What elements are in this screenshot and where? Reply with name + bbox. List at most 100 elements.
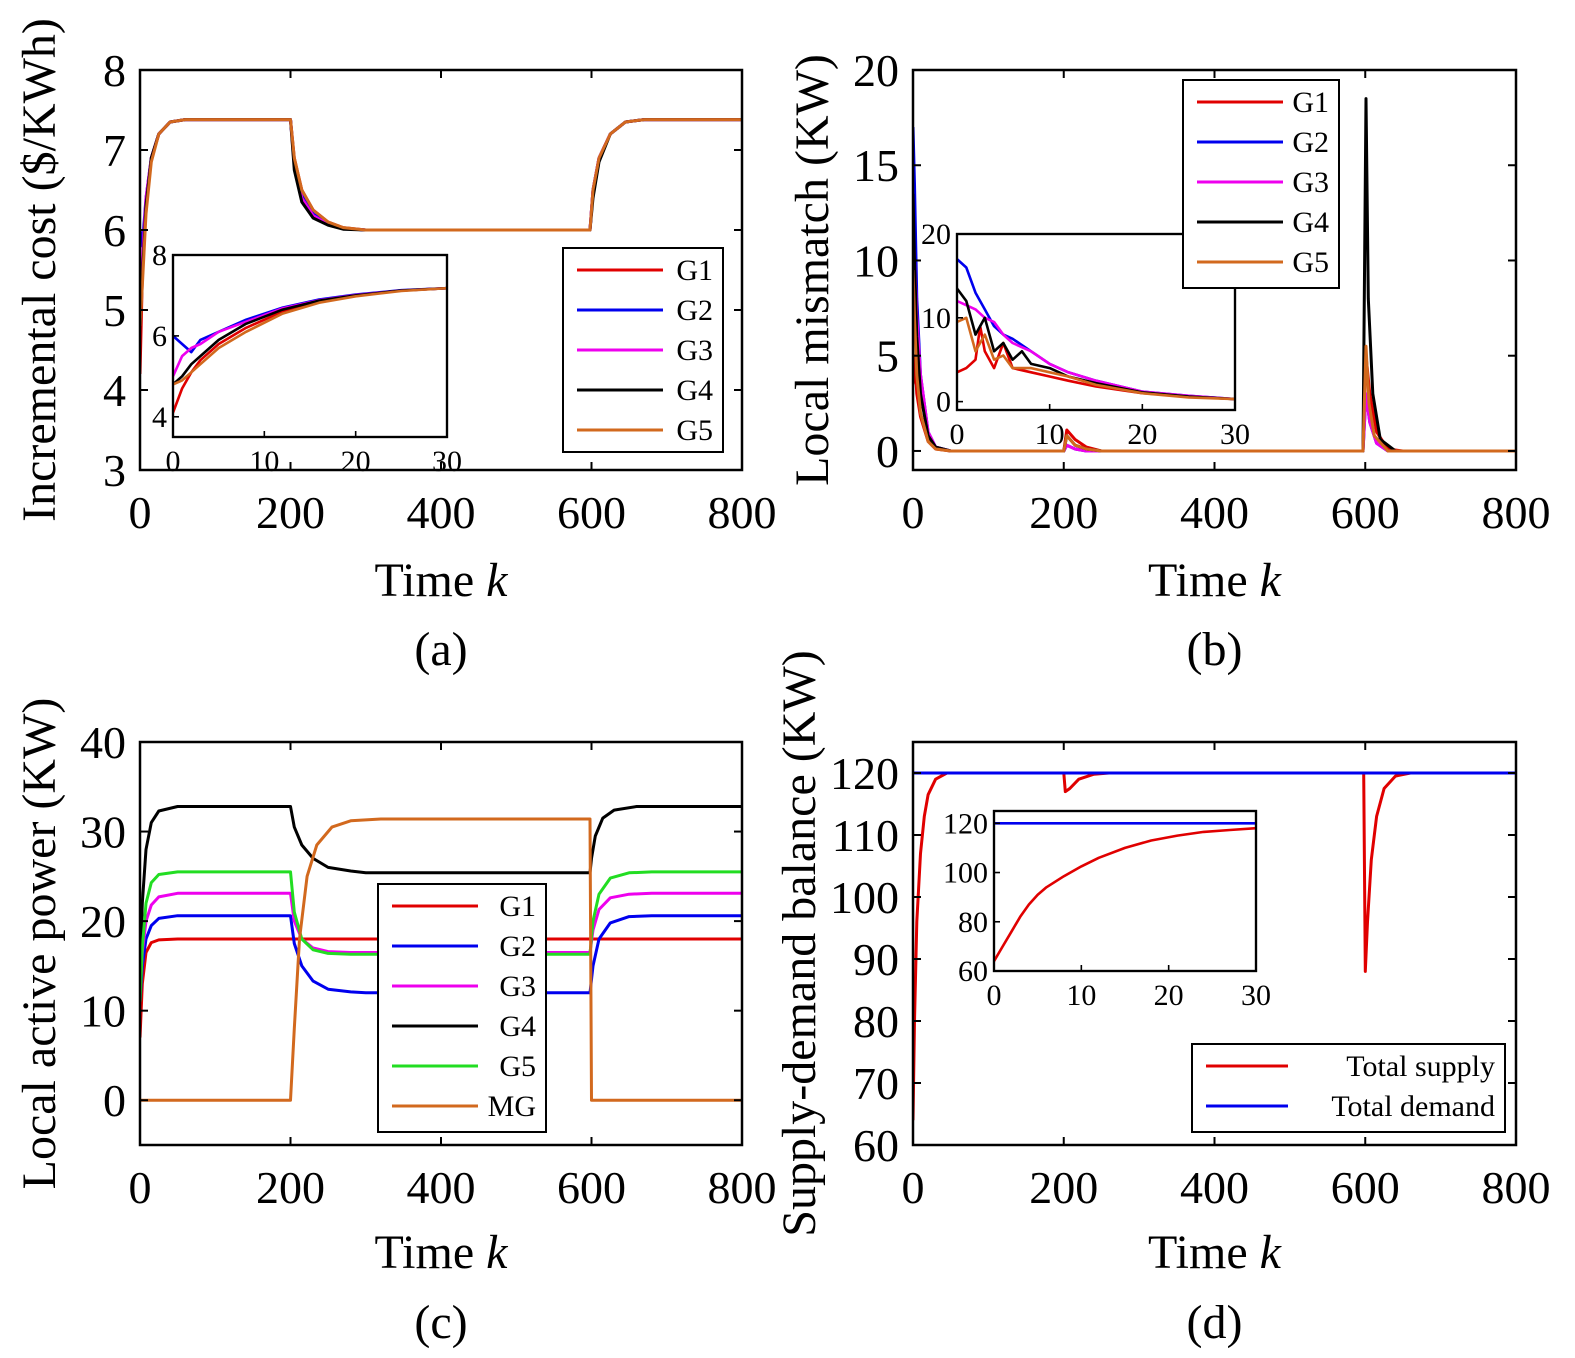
y-tick-label: 20 [853, 45, 899, 96]
x-tick-label: 600 [1331, 487, 1400, 538]
y-axis-label: Supply-demand balance (KW) [773, 650, 826, 1236]
x-tick-label: 400 [1180, 1162, 1249, 1213]
x-axis-label: Time k [375, 554, 510, 607]
x-tick-label: 400 [407, 1162, 476, 1213]
legend-label: G2 [676, 294, 713, 327]
x-axis-label: Time k [1148, 554, 1283, 607]
y-tick-label: 80 [853, 996, 899, 1047]
inset-y-tick-label: 100 [943, 857, 988, 890]
y-axis-label: Incremental cost ($/KWh) [13, 18, 66, 522]
series-line-g2 [140, 914, 742, 1002]
legend-label: G1 [676, 254, 713, 287]
y-tick-label: 40 [80, 717, 126, 768]
y-tick-label: 0 [876, 426, 899, 477]
inset-plot: 0 10 20 30 4 6 8 [152, 239, 462, 478]
series-group [140, 805, 742, 1102]
inset-plot: 0 10 20 30 60 80 100 120 [943, 807, 1271, 1012]
inset-series-group [957, 258, 1235, 401]
inset-y-tick-label: 4 [152, 401, 167, 434]
x-axis-label-text: Time [1148, 1226, 1260, 1279]
legend-label: G3 [499, 970, 536, 1003]
legend-label: G5 [1292, 246, 1329, 279]
inset-x-tick-label: 30 [432, 445, 462, 478]
inset-y-tick-label: 20 [921, 218, 951, 251]
series-line-total-supply [913, 771, 1516, 1121]
legend-label: G5 [499, 1050, 536, 1083]
x-axis-label-text: Time [375, 1226, 487, 1279]
inset-frame-border [171, 253, 449, 439]
legend: G1 G2 G3 G4 G5 [562, 247, 724, 453]
x-tick-label: 600 [557, 1162, 626, 1213]
x-axis-label-var: k [1260, 1226, 1283, 1279]
inset-series-group [994, 822, 1256, 962]
legend: G1 G2 G3 G4 G5 MG [377, 883, 547, 1133]
series-group [140, 118, 742, 375]
y-tick-label: 60 [853, 1120, 899, 1171]
x-tick-label: 0 [129, 487, 152, 538]
x-tick-label: 200 [256, 487, 325, 538]
legend-label: G2 [1292, 126, 1329, 159]
x-tick-label: 800 [708, 487, 777, 538]
inset-y-tick-label: 60 [958, 955, 988, 988]
y-tick-label: 20 [80, 896, 126, 947]
inset-series-group [173, 286, 447, 414]
legend: Total supply Total demand [1191, 1043, 1506, 1133]
x-tick-label: 800 [1482, 1162, 1551, 1213]
series-group [913, 771, 1516, 1121]
inset-y-tick-label: 0 [936, 386, 951, 419]
y-tick-label: 6 [103, 205, 126, 256]
inset-x-tick-label: 10 [1035, 418, 1065, 451]
inset-x-tick-label: 0 [950, 418, 965, 451]
legend: G1 G2 G3 G4 G5 [1182, 79, 1340, 289]
inset-series-line [173, 286, 447, 386]
inset-y-tick-label: 10 [921, 302, 951, 335]
y-tick-label: 90 [853, 934, 899, 985]
panel-caption: (b) [1187, 623, 1243, 676]
y-tick-label: 120 [830, 748, 899, 799]
panel-caption: (d) [1187, 1296, 1243, 1349]
x-tick-label: 800 [1482, 487, 1551, 538]
x-axis-label: Time k [1148, 1226, 1283, 1279]
legend-label: MG [488, 1090, 536, 1123]
x-axis-label: Time k [375, 1226, 510, 1279]
legend-label: G2 [499, 930, 536, 963]
y-tick-label: 110 [832, 810, 899, 861]
inset-x-tick-label: 0 [987, 979, 1002, 1012]
inset-frame-border [955, 232, 1237, 412]
x-tick-label: 800 [708, 1162, 777, 1213]
legend-label: G4 [499, 1010, 536, 1043]
y-tick-label: 5 [103, 285, 126, 336]
x-tick-label: 200 [1029, 487, 1098, 538]
x-tick-label: 0 [902, 1162, 925, 1213]
x-axis-label-var: k [486, 1226, 509, 1279]
inset-x-tick-label: 20 [341, 445, 371, 478]
series-line-mg [140, 817, 742, 1102]
legend-label: G5 [676, 414, 713, 447]
panel-caption: (c) [414, 1296, 467, 1349]
series-line-g5 [140, 118, 742, 327]
y-tick-label: 0 [103, 1075, 126, 1126]
legend-label: G1 [499, 890, 536, 923]
series-line-g5 [140, 870, 742, 1002]
legend-label: G4 [676, 374, 713, 407]
legend-box [1191, 1043, 1506, 1133]
inset-y-tick-label: 120 [943, 807, 988, 840]
y-tick-label: 5 [876, 331, 899, 382]
x-tick-label: 0 [902, 487, 925, 538]
inset-x-tick-label: 20 [1154, 979, 1184, 1012]
legend-box [377, 883, 547, 1133]
inset-x-tick-label: 10 [1066, 979, 1096, 1012]
inset-x-tick-label: 30 [1220, 418, 1250, 451]
x-axis-label-text: Time [375, 554, 487, 607]
x-axis-label-text: Time [1148, 554, 1260, 607]
y-tick-label: 3 [103, 445, 126, 496]
series-group [913, 97, 1516, 453]
x-tick-label: 400 [1180, 487, 1249, 538]
inset-frame-border [992, 809, 1258, 973]
inset-y-tick-label: 6 [152, 320, 167, 353]
x-tick-label: 600 [557, 487, 626, 538]
